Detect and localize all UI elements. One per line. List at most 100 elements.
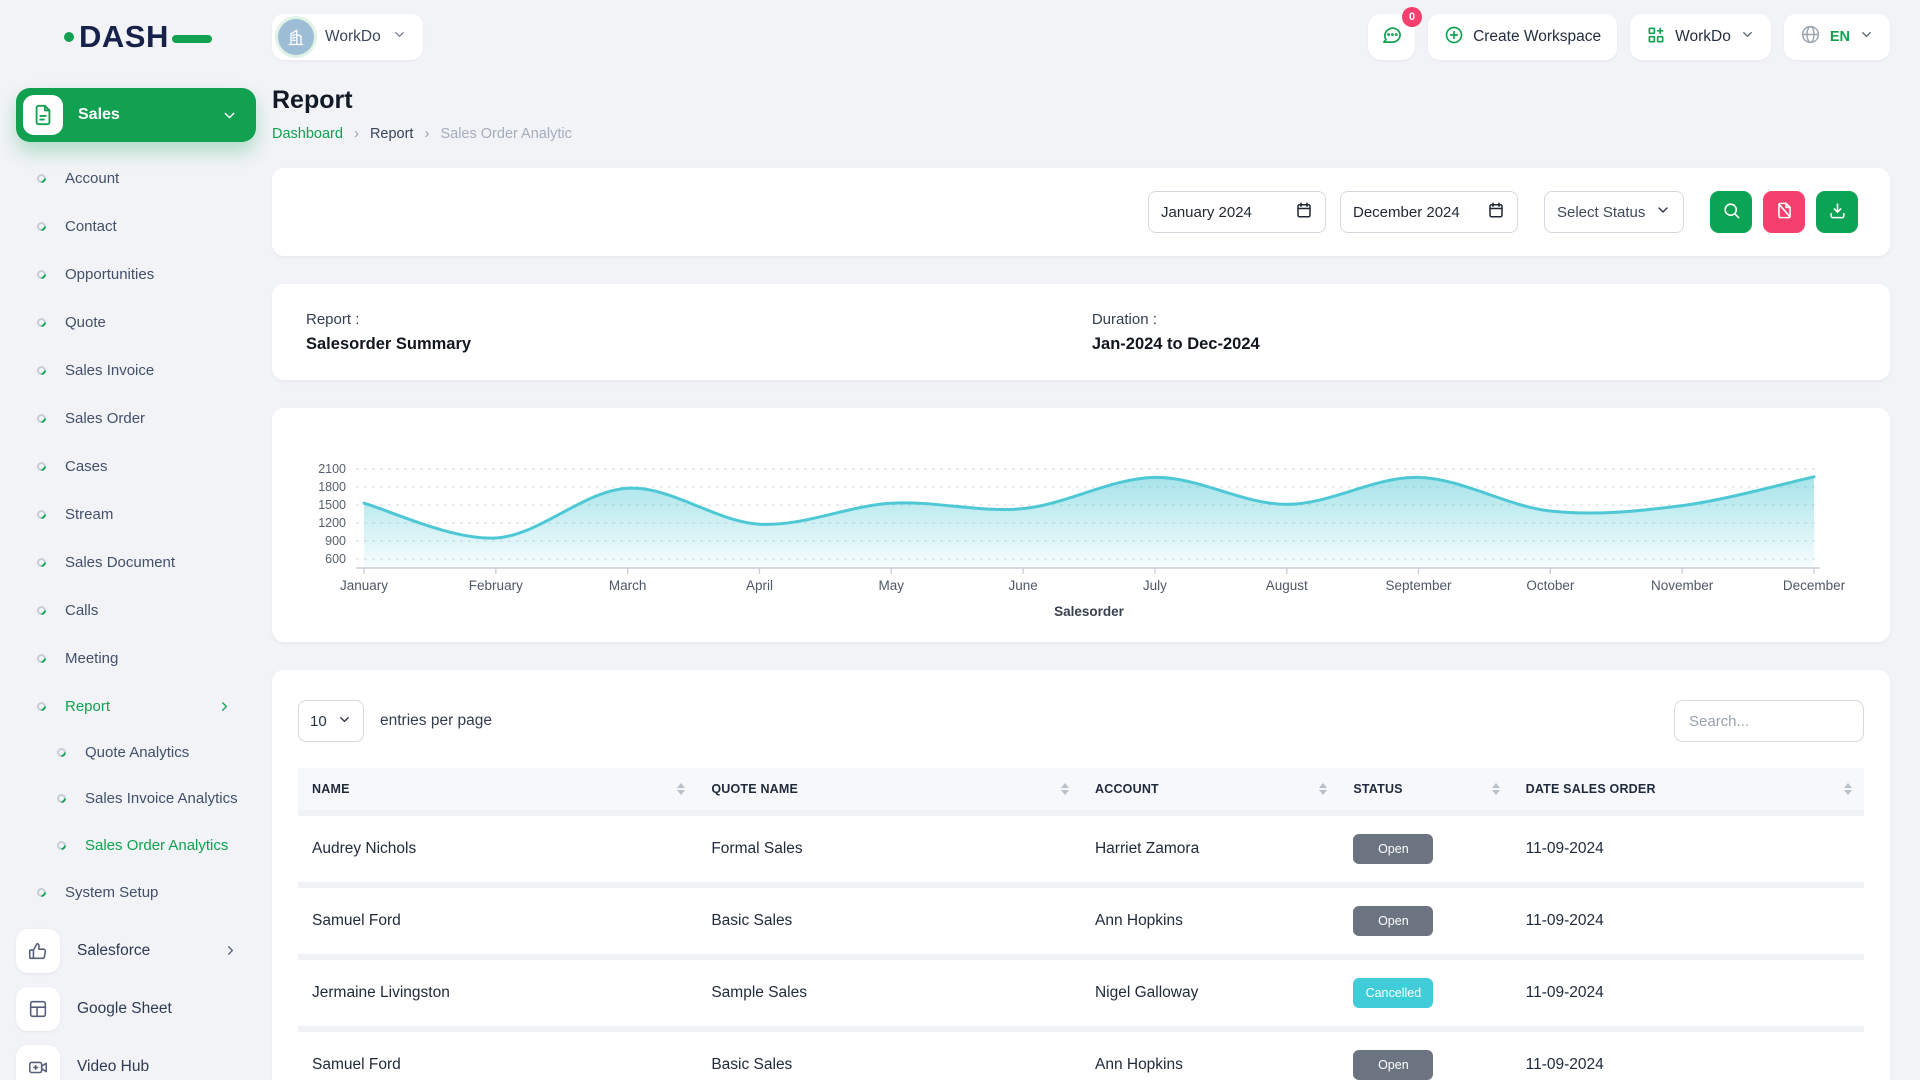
chevron-right-icon xyxy=(217,699,232,714)
svg-text:2100: 2100 xyxy=(318,462,346,476)
bullet-icon xyxy=(55,746,68,759)
sidebar-item-report[interactable]: Report xyxy=(16,682,256,730)
logo-dot-icon xyxy=(64,32,74,42)
sidebar-item-label: Cases xyxy=(65,457,108,475)
cell-account: Ann Hopkins xyxy=(1080,882,1340,957)
svg-text:March: March xyxy=(609,578,647,593)
svg-text:900: 900 xyxy=(325,534,346,548)
sidebar-item-account[interactable]: Account xyxy=(16,154,256,202)
thumbs-up-icon xyxy=(16,928,60,973)
svg-text:1200: 1200 xyxy=(318,516,346,530)
table-row[interactable]: Jermaine Livingston Sample Sales Nigel Gal… xyxy=(298,954,1864,1029)
sidebar-module-label: Sales xyxy=(78,106,120,123)
download-button[interactable] xyxy=(1816,191,1858,233)
sidebar-item-label: Sales Invoice Analytics xyxy=(85,790,238,808)
breadcrumb-current: Sales Order Analytic xyxy=(440,125,572,142)
sort-icon[interactable] xyxy=(677,783,686,795)
bullet-icon xyxy=(35,363,48,377)
sidebar-item-label: Calls xyxy=(65,601,99,619)
svg-text:Salesorder: Salesorder xyxy=(1054,604,1125,619)
search-icon xyxy=(1722,201,1741,223)
breadcrumb-dashboard[interactable]: Dashboard xyxy=(272,125,343,142)
start-date-input[interactable]: January 2024 xyxy=(1148,191,1326,233)
status-select[interactable]: Select Status xyxy=(1544,191,1684,233)
sidebar-item-label: Quote xyxy=(65,313,106,331)
chevron-down-icon xyxy=(1859,27,1874,47)
cell-account: Ann Hopkins xyxy=(1080,1026,1340,1080)
breadcrumb-report[interactable]: Report xyxy=(369,125,414,142)
breadcrumb: Dashboard Report Sales Order Analytic xyxy=(272,125,1890,142)
table-body: Audrey Nichols Formal Sales Harriet Zamora… xyxy=(298,810,1864,1080)
status-badge: Open xyxy=(1353,1050,1434,1080)
sidebar-item-label: System Setup xyxy=(65,884,159,902)
sidebar-app-google-sheet[interactable]: Google Sheet xyxy=(16,985,256,1033)
report-summary-card: Report : Salesorder Summary Duration : J… xyxy=(272,284,1890,380)
sidebar-item-quote[interactable]: Quote xyxy=(16,298,256,346)
column-header-status[interactable]: STATUS xyxy=(1339,768,1512,813)
apply-filter-button[interactable] xyxy=(1710,191,1752,233)
sort-icon[interactable] xyxy=(1319,783,1328,795)
workspace-switcher[interactable]: WorkDo xyxy=(272,14,423,60)
duration-value: Jan-2024 to Dec-2024 xyxy=(1091,334,1260,353)
sidebar-item-sales-order-analytics[interactable]: Sales Order Analytics xyxy=(16,823,256,869)
language-selector[interactable]: EN xyxy=(1783,14,1890,60)
column-header-date-sales-order[interactable]: DATE SALES ORDER xyxy=(1511,768,1864,813)
cell-status: Cancelled xyxy=(1339,954,1512,1029)
sidebar-item-contact[interactable]: Contact xyxy=(16,202,256,250)
sidebar-app-label: Google Sheet xyxy=(77,999,172,1017)
page-title: Report xyxy=(272,86,353,114)
column-header-name[interactable]: NAME xyxy=(298,768,698,813)
table-row[interactable]: Audrey Nichols Formal Sales Harriet Zamora… xyxy=(298,810,1864,885)
sidebar-item-quote-analytics[interactable]: Quote Analytics xyxy=(16,730,256,776)
table-row[interactable]: Samuel Ford Basic Sales Ann Hopkins Open 11-… xyxy=(298,1026,1864,1080)
sidebar-module-sales[interactable]: Sales xyxy=(16,88,256,142)
table-row[interactable]: Samuel Ford Basic Sales Ann Hopkins Open 11-… xyxy=(298,882,1864,957)
clear-filter-button[interactable] xyxy=(1763,191,1805,233)
column-header-label: NAME xyxy=(312,782,350,796)
video-icon xyxy=(16,1044,60,1080)
logo-text: DASH xyxy=(79,19,169,54)
sidebar-item-opportunities[interactable]: Opportunities xyxy=(16,250,256,298)
sort-icon[interactable] xyxy=(1844,783,1852,795)
sidebar-app-video-hub[interactable]: Video Hub xyxy=(16,1043,256,1080)
svg-text:June: June xyxy=(1008,578,1037,593)
calendar-icon xyxy=(1295,201,1313,223)
sidebar-item-sales-order[interactable]: Sales Order xyxy=(16,394,256,442)
calendar-icon xyxy=(1487,201,1505,223)
plus-circle-icon xyxy=(1444,25,1464,50)
messages-button[interactable]: 0 xyxy=(1368,7,1423,60)
status-badge: Open xyxy=(1353,834,1434,864)
svg-text:April: April xyxy=(746,578,773,593)
sidebar-app-salesforce[interactable]: Salesforce xyxy=(16,927,256,975)
svg-text:600: 600 xyxy=(325,552,346,566)
sidebar-item-calls[interactable]: Calls xyxy=(16,586,256,634)
chevron-down-icon xyxy=(337,712,352,731)
column-header-account[interactable]: ACCOUNT xyxy=(1080,768,1340,813)
bullet-icon xyxy=(35,603,48,617)
sidebar-item-sales-invoice-analytics[interactable]: Sales Invoice Analytics xyxy=(16,776,256,822)
sidebar-item-sales-invoice[interactable]: Sales Invoice xyxy=(16,346,256,394)
sidebar-item-cases[interactable]: Cases xyxy=(16,442,256,490)
create-workspace-button[interactable]: Create Workspace xyxy=(1428,14,1618,60)
table-search-input[interactable] xyxy=(1674,700,1864,742)
status-select-value: Select Status xyxy=(1557,203,1646,221)
table-icon xyxy=(16,986,60,1031)
sidebar-menu: Account Contact Opportunities Quote Sales In… xyxy=(16,154,256,917)
end-date-input[interactable]: December 2024 xyxy=(1340,191,1518,233)
sort-icon[interactable] xyxy=(1060,783,1069,795)
sidebar-item-stream[interactable]: Stream xyxy=(16,490,256,538)
svg-text:1800: 1800 xyxy=(318,480,346,494)
chevron-right-icon xyxy=(424,125,429,142)
sidebar-item-meeting[interactable]: Meeting xyxy=(16,634,256,682)
top-bar: DASH WorkDo 0 Create Workspace WorkDo EN xyxy=(0,0,1920,64)
sort-icon[interactable] xyxy=(1491,783,1500,795)
svg-text:December: December xyxy=(1783,578,1846,593)
sidebar-item-sales-document[interactable]: Sales Document xyxy=(16,538,256,586)
entries-per-page-select[interactable]: 10 xyxy=(298,700,364,742)
workdo-menu-button[interactable]: WorkDo xyxy=(1630,14,1771,60)
document-icon xyxy=(23,95,63,135)
column-header-quote-name[interactable]: QUOTE NAME xyxy=(697,768,1081,813)
svg-text:1500: 1500 xyxy=(318,498,346,512)
sidebar-item-system-setup[interactable]: System Setup xyxy=(16,869,256,917)
dash-logo[interactable]: DASH xyxy=(64,19,212,55)
